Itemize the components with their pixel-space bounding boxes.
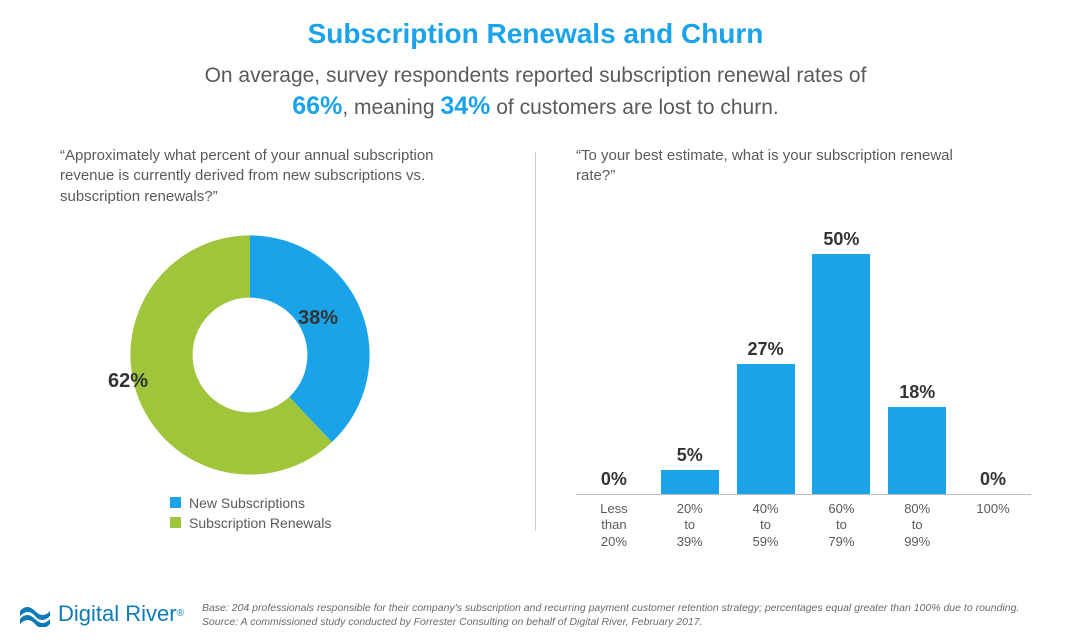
- donut-slice-label-0: 38%: [298, 307, 338, 330]
- bar-value-label: 27%: [748, 339, 784, 360]
- bar-column: 0%: [576, 205, 652, 494]
- subtitle-post: of customers are lost to churn.: [490, 96, 778, 119]
- bar-value-label: 0%: [601, 469, 627, 490]
- brand-registered-icon: ®: [177, 608, 184, 619]
- bar-column: 27%: [728, 205, 804, 494]
- bar-chart: 0% 5% 27% 50% 18% 0%: [576, 205, 1031, 495]
- bar-category-label: 80%to99%: [879, 501, 955, 552]
- legend-label-0: New Subscriptions: [189, 495, 305, 511]
- bar-question: “To your best estimate, what is your sub…: [576, 146, 956, 187]
- bar-column: 18%: [879, 205, 955, 494]
- bar-category-label: 100%: [955, 501, 1031, 552]
- legend-label-1: Subscription Renewals: [189, 515, 331, 531]
- legend-item-0: New Subscriptions: [170, 495, 515, 511]
- bar-panel: “To your best estimate, what is your sub…: [536, 146, 1031, 551]
- bar-value-label: 0%: [980, 469, 1006, 490]
- subtitle-hl1: 66%: [292, 92, 342, 120]
- bar-category-label: 60%to79%: [803, 501, 879, 552]
- brand-name: Digital River: [58, 601, 177, 627]
- legend-swatch-1: [170, 517, 181, 528]
- bar-category-label: 20%to39%: [652, 501, 728, 552]
- subtitle-mid: , meaning: [342, 96, 440, 119]
- wave-icon: [20, 601, 50, 627]
- donut-legend: New Subscriptions Subscription Renewals: [170, 495, 515, 531]
- bar-column: 5%: [652, 205, 728, 494]
- bar-category-label: Lessthan20%: [576, 501, 652, 552]
- legend-item-1: Subscription Renewals: [170, 515, 515, 531]
- subtitle-hl2: 34%: [440, 92, 490, 120]
- bar-rect: [812, 254, 870, 494]
- donut-panel: “Approximately what percent of your annu…: [60, 146, 535, 535]
- donut-chart: 38% 62%: [120, 225, 380, 485]
- bar-rect: [737, 364, 795, 494]
- brand-logo: Digital River®: [20, 601, 184, 627]
- bar-value-label: 5%: [677, 445, 703, 466]
- donut-svg: [120, 225, 380, 485]
- bar-column: 50%: [803, 205, 879, 494]
- page-title: Subscription Renewals and Churn: [0, 18, 1071, 50]
- subtitle: On average, survey respondents reported …: [176, 62, 896, 124]
- bar-value-label: 18%: [899, 382, 935, 403]
- footnote-line-1: Base: 204 professionals responsible for …: [202, 601, 1019, 615]
- bar-rect: [888, 407, 946, 493]
- bar-column: 0%: [955, 205, 1031, 494]
- bar-x-labels: Lessthan20%20%to39%40%to59%60%to79%80%to…: [576, 501, 1031, 552]
- bar-value-label: 50%: [823, 229, 859, 250]
- subtitle-pre: On average, survey respondents reported …: [205, 64, 867, 87]
- legend-swatch-0: [170, 497, 181, 508]
- donut-question: “Approximately what percent of your annu…: [60, 146, 440, 207]
- donut-slice-label-1: 62%: [108, 370, 148, 393]
- footnote-line-2: Source: A commissioned study conducted b…: [202, 615, 1019, 629]
- bar-rect: [661, 470, 719, 494]
- charts-row: “Approximately what percent of your annu…: [0, 146, 1071, 551]
- bar-category-label: 40%to59%: [728, 501, 804, 552]
